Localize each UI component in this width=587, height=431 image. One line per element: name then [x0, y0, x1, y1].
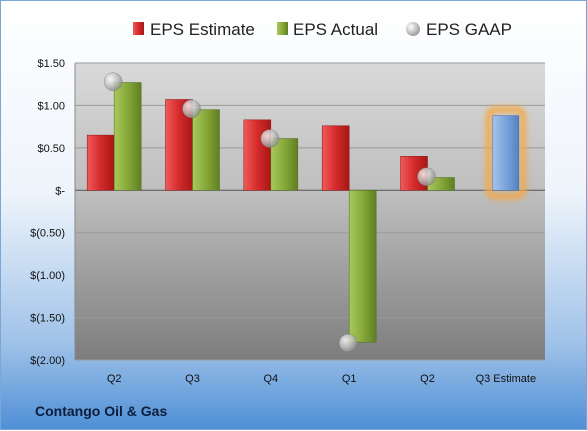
marker-eps-gaap: [182, 99, 201, 119]
marker-eps-gaap: [103, 72, 123, 91]
y-tick-label: $1.00: [37, 100, 65, 112]
bar-eps-estimate: [86, 134, 115, 191]
y-tick-label: $(0.50): [30, 228, 65, 240]
y-tick-label: $(1.00): [30, 270, 65, 282]
y-tick-label: $(1.50): [30, 313, 65, 325]
bar-eps-actual: [348, 190, 377, 343]
legend-label-eps-estimate: EPS Estimate: [150, 20, 255, 39]
y-tick-label: $0.50: [37, 143, 65, 155]
x-category-label: Q3: [185, 373, 200, 385]
marker-eps-gaap: [417, 167, 436, 186]
legend-swatch-eps-actual: [277, 22, 288, 35]
estimate-highlight: [485, 106, 526, 200]
bar-eps-actual: [113, 82, 142, 191]
y-tick-label: $-: [55, 185, 65, 197]
bar-eps-estimate: [321, 125, 350, 191]
marker-eps-gaap: [260, 129, 280, 148]
bar-q3-estimate: [492, 115, 520, 191]
y-tick-label: $1.50: [37, 58, 65, 70]
bar-eps-actual: [270, 138, 299, 191]
x-category-label: Q3 Estimate: [476, 373, 537, 385]
legend-label-eps-actual: EPS Actual: [293, 20, 378, 39]
x-category-label: Q2: [107, 373, 122, 385]
legend-swatch-eps-estimate: [133, 22, 144, 35]
marker-eps-gaap: [338, 333, 358, 353]
bar-eps-actual: [192, 109, 220, 191]
legend-label-eps-gaap: EPS GAAP: [426, 20, 512, 39]
x-category-label: Q4: [263, 373, 278, 385]
plot-area: [75, 63, 545, 360]
y-tick-label: $(2.00): [30, 355, 65, 367]
x-category-label: Q1: [342, 373, 357, 385]
chart-legend: EPS Estimate EPS Actual EPS GAAP: [133, 20, 512, 39]
legend-swatch-eps-gaap: [406, 22, 420, 36]
x-category-label: Q2: [420, 373, 435, 385]
company-name: Contango Oil & Gas: [35, 403, 168, 419]
